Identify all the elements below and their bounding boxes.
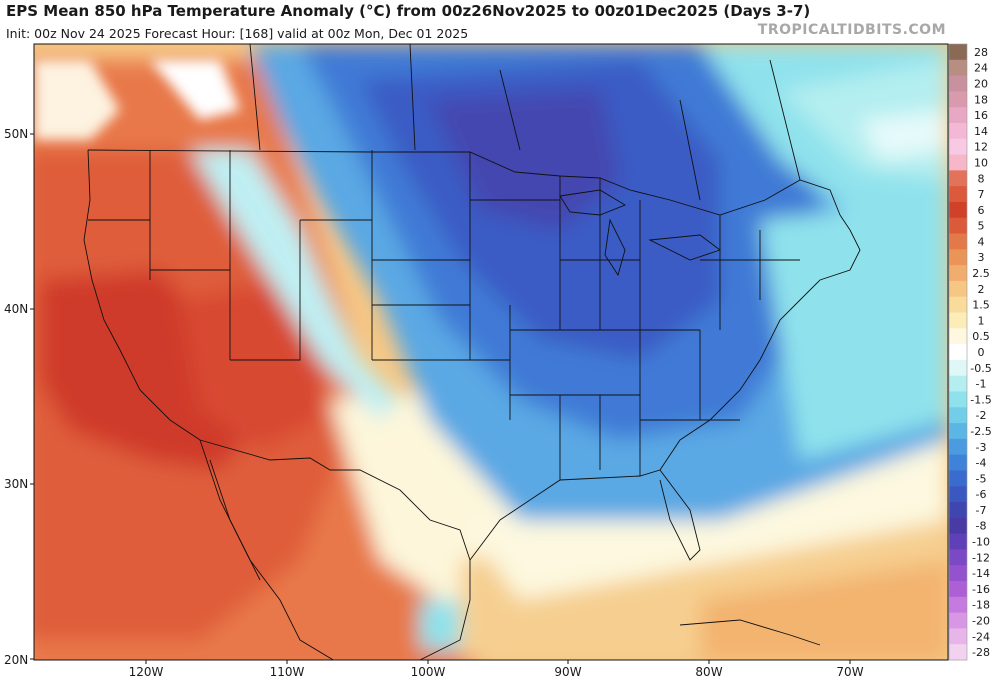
colorbar-label: -16 [972,583,990,596]
colorbar-swatch [949,233,967,250]
colorbar-swatch [949,423,967,440]
colorbar-label: 12 [974,141,988,154]
colorbar-swatch [949,549,967,566]
colorbar-label: 0 [978,346,985,359]
colorbar-label: 10 [974,156,988,169]
latitude-labels: 50N 40N 30N 20N [4,127,34,667]
political-boundaries [83,44,861,660]
colorbar-label: -14 [972,567,990,580]
colorbar-label: -6 [976,488,987,501]
colorbar-swatch [949,644,967,661]
colorbar-swatch [949,486,967,503]
colorbar-swatch [949,454,967,471]
colorbar-label: 7 [978,188,985,201]
colorbar-label: 8 [978,172,985,185]
colorbar-frame [948,43,968,661]
longitude-labels: 120W 110W 100W 90W 80W 70W [129,660,864,679]
colorbar-label: -1 [976,378,987,391]
colorbar-swatch [949,517,967,535]
colorbar-swatch [949,470,967,487]
lon-label-90w: 90W [554,665,581,679]
colorbar-swatch [949,296,967,314]
lon-label-110w: 110W [270,665,305,679]
colorbar-label: -4 [976,457,987,470]
colorbar: 28 24 20 18 16 14 12 10 8 7 6 5 4 3 2.5 2 1.5 1 0.5 0 -0.5 -1… [948,43,992,661]
anomaly-field [34,44,948,660]
colorbar-label: 3 [978,251,985,264]
colorbar-label: -24 [972,630,990,643]
colorbar-swatch [949,265,967,282]
colorbar-label: -12 [972,551,990,564]
colorbar-label: -10 [972,536,990,549]
colorbar-label: 20 [974,77,988,90]
colorbar-swatch [949,217,967,235]
colorbar-swatch [949,154,967,171]
colorbar-swatch [949,438,967,456]
colorbar-label: 1.5 [972,299,990,312]
colorbar-swatch [949,533,967,550]
colorbar-label: 16 [974,109,988,122]
colorbar-label: -7 [976,504,987,517]
lon-label-100w: 100W [411,665,446,679]
colorbar-swatch [949,375,967,392]
colorbar-label: 18 [974,93,988,106]
colorbar-swatch [949,407,967,424]
colorbar-label: -2.5 [970,425,991,438]
colorbar-label: -28 [972,646,990,659]
colorbar-label: -1.5 [970,393,991,406]
colorbar-swatch [949,138,967,156]
colorbar-label: -2 [976,409,987,422]
lon-label-80w: 80W [695,665,722,679]
colorbar-label: -0.5 [970,362,991,375]
colorbar-swatch [949,75,967,92]
colorbar-swatch [949,328,967,345]
colorbar-label: 5 [978,220,985,233]
colorbar-swatch [949,502,967,519]
colorbar-label: 2 [978,283,985,296]
colorbar-swatch [949,249,967,266]
colorbar-swatch [949,107,967,124]
lat-label-20n: 20N [4,653,28,667]
colorbar-swatch [949,312,967,329]
colorbar-swatch [949,596,967,614]
colorbar-swatch [949,170,967,187]
map-title: EPS Mean 850 hPa Temperature Anomaly (°C… [6,2,811,20]
colorbar-label: -5 [976,472,987,485]
lat-label-50n: 50N [4,127,28,141]
colorbar-label: 2.5 [972,267,990,280]
lat-label-30n: 30N [4,477,28,491]
lon-label-120w: 120W [129,665,164,679]
map-subtitle: Init: 00z Nov 24 2025 Forecast Hour: [16… [6,26,469,41]
lon-label-70w: 70W [836,665,863,679]
colorbar-label: 28 [974,46,988,59]
colorbar-label: 6 [978,204,985,217]
colorbar-label: -18 [972,599,990,612]
colorbar-swatch [949,344,967,361]
lat-label-40n: 40N [4,302,28,316]
colorbar-label: 4 [978,235,985,248]
colorbar-label: 14 [974,125,988,138]
colorbar-swatch [949,581,967,598]
colorbar-swatch [949,565,967,582]
colorbar-swatch [949,201,967,219]
colorbar-swatch [949,612,967,629]
brand-watermark: TROPICALTIDBITS.COM [757,22,946,38]
colorbar-label: 24 [974,62,988,75]
colorbar-label: -8 [976,520,987,533]
colorbar-swatch [949,186,967,203]
colorbar-label: -20 [972,615,990,628]
colorbar-swatch [949,91,967,108]
colorbar-label: 0.5 [972,330,990,343]
colorbar-swatch [949,44,967,61]
colorbar-swatch [949,280,967,298]
colorbar-label: 1 [978,314,985,327]
colorbar-swatch [949,391,967,408]
colorbar-swatch [949,628,967,645]
colorbar-label: -3 [976,441,987,454]
colorbar-swatch [949,359,967,377]
colorbar-swatch [949,59,967,77]
colorbar-swatch [949,122,967,140]
map-frame [33,43,949,661]
